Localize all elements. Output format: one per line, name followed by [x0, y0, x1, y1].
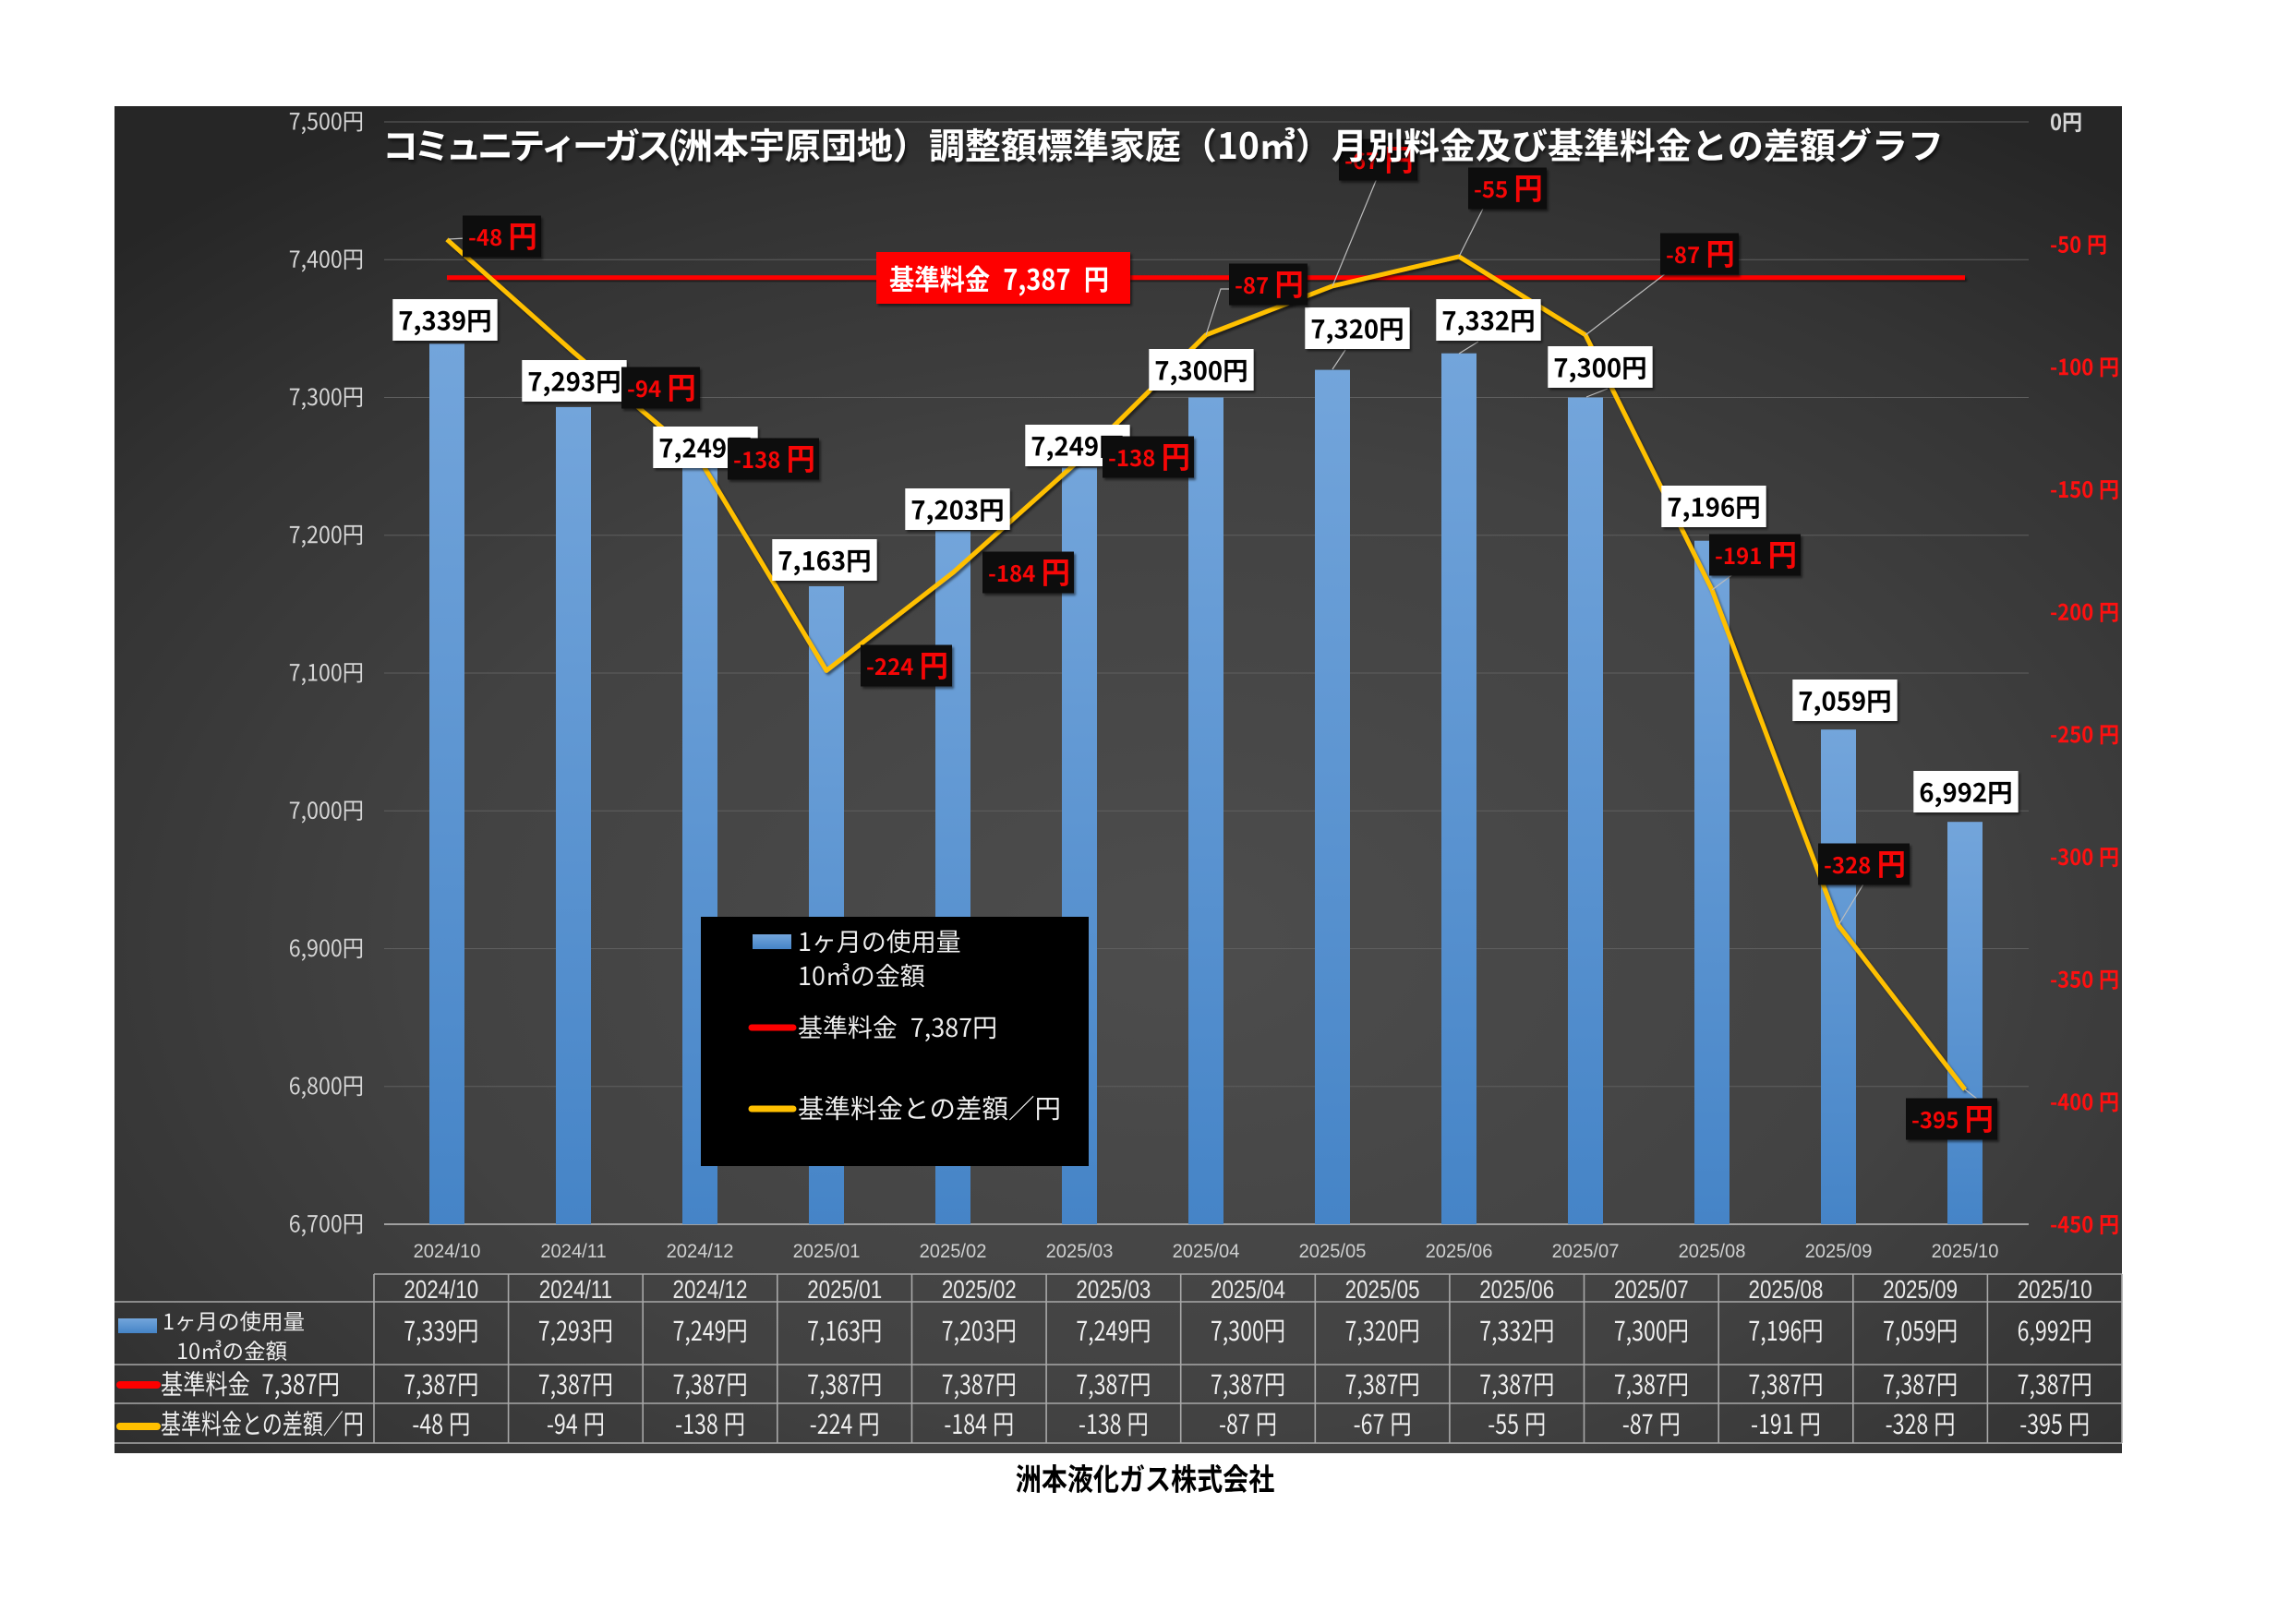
svg-text:2025/10: 2025/10 — [1932, 1241, 1999, 1262]
svg-text:2025/08: 2025/08 — [1749, 1276, 1824, 1305]
svg-text:2025/04: 2025/04 — [1211, 1276, 1285, 1305]
svg-text:2025/06: 2025/06 — [1426, 1241, 1493, 1262]
svg-text:2024/12: 2024/12 — [667, 1241, 734, 1262]
svg-text:2025/04: 2025/04 — [1173, 1241, 1240, 1262]
svg-text:2025/02: 2025/02 — [942, 1276, 1017, 1305]
svg-text:2024/10: 2024/10 — [404, 1276, 478, 1305]
svg-text:2025/03: 2025/03 — [1046, 1241, 1114, 1262]
svg-text:2025/01: 2025/01 — [807, 1276, 882, 1305]
svg-text:2024/12: 2024/12 — [673, 1276, 748, 1305]
svg-text:2024/11: 2024/11 — [539, 1276, 612, 1305]
svg-text:2025/09: 2025/09 — [1805, 1241, 1873, 1262]
svg-text:2025/02: 2025/02 — [920, 1241, 987, 1262]
svg-text:2025/07: 2025/07 — [1614, 1276, 1689, 1305]
svg-text:2025/10: 2025/10 — [2018, 1276, 2092, 1305]
svg-text:2025/05: 2025/05 — [1299, 1241, 1367, 1262]
svg-text:2024/11: 2024/11 — [540, 1241, 606, 1262]
svg-text:2025/05: 2025/05 — [1345, 1276, 1420, 1305]
svg-text:2025/08: 2025/08 — [1679, 1241, 1746, 1262]
svg-text:2025/09: 2025/09 — [1883, 1276, 1958, 1305]
svg-text:2025/06: 2025/06 — [1479, 1276, 1554, 1305]
svg-text:2025/01: 2025/01 — [793, 1241, 861, 1262]
svg-text:2025/03: 2025/03 — [1076, 1276, 1151, 1305]
svg-text:2025/07: 2025/07 — [1552, 1241, 1620, 1262]
svg-text:2024/10: 2024/10 — [414, 1241, 481, 1262]
